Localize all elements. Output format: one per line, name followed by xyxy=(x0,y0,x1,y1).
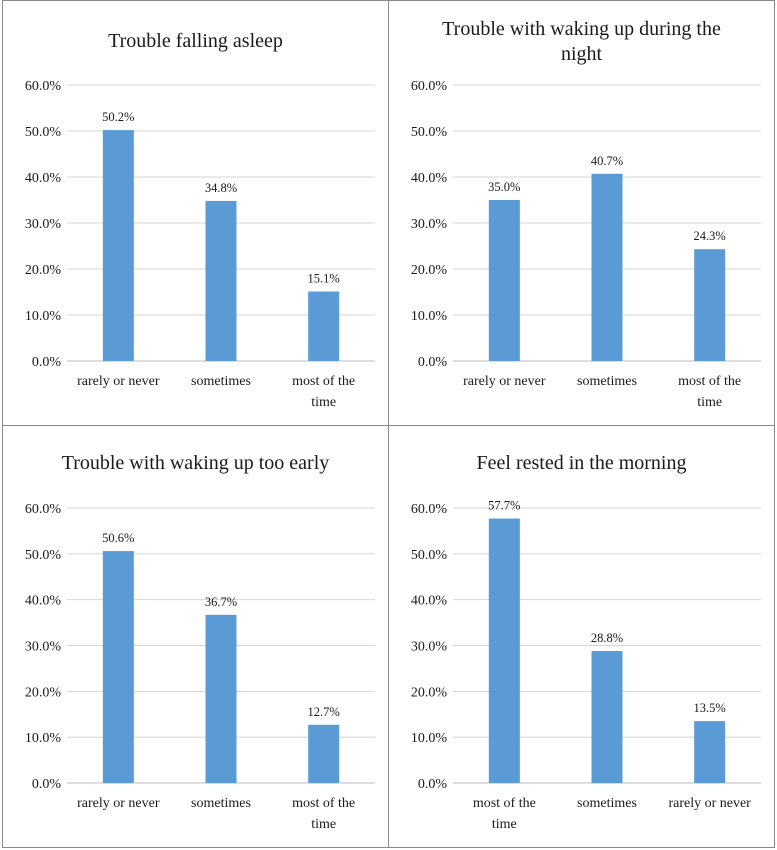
data-label: 36.7% xyxy=(205,595,237,609)
x-category-label: time xyxy=(311,817,336,832)
bar xyxy=(102,130,134,361)
x-category-label: time xyxy=(492,817,517,832)
chart-title: Trouble falling asleep xyxy=(108,30,283,52)
y-tick-label: 60.0% xyxy=(411,502,448,517)
bar xyxy=(205,200,237,361)
data-label: 34.8% xyxy=(205,181,237,195)
bar-chart-svg: Trouble falling asleep 0.0% 10.0% 20.0% 30.0… xyxy=(25,30,375,410)
chart-title: Trouble with waking up during the xyxy=(442,18,721,40)
data-label: 57.7% xyxy=(488,499,520,513)
y-tick-label: 10.0% xyxy=(25,731,62,746)
data-label: 50.6% xyxy=(102,531,134,545)
x-category-label: sometimes xyxy=(577,374,637,389)
x-category-label: most of the xyxy=(292,374,355,389)
y-tick-label: 50.0% xyxy=(411,125,448,140)
y-tick-label: 0.0% xyxy=(32,777,62,792)
data-label: 15.1% xyxy=(308,272,340,286)
y-tick-label: 50.0% xyxy=(411,548,448,563)
bar xyxy=(308,291,340,361)
y-tick-label: 30.0% xyxy=(411,640,448,655)
x-category-label: sometimes xyxy=(577,796,637,811)
bar xyxy=(102,551,134,783)
x-category-label: most of the xyxy=(473,796,536,811)
x-category-label: sometimes xyxy=(191,796,251,811)
y-tick-label: 30.0% xyxy=(25,640,62,655)
data-label: 13.5% xyxy=(694,701,726,715)
y-tick-label: 50.0% xyxy=(25,548,62,563)
bar-chart-svg: Feel rested in the morning 0.0% 10.0% 20.0%… xyxy=(411,452,761,832)
bar xyxy=(591,173,623,361)
y-tick-label: 30.0% xyxy=(411,217,448,232)
bar-chart-svg: Trouble with waking up during the night 0.… xyxy=(411,18,761,410)
y-tick-label: 60.0% xyxy=(25,79,62,94)
y-tick-label: 60.0% xyxy=(25,502,62,517)
data-label: 28.8% xyxy=(591,631,623,645)
bar xyxy=(694,249,726,361)
chart-panel-waking-too-early: Trouble with waking up too early 0.0% 10.0… xyxy=(2,425,389,848)
chart-title: Feel rested in the morning xyxy=(477,452,687,474)
x-category-label: rarely or never xyxy=(463,374,546,389)
x-category-label: sometimes xyxy=(191,374,251,389)
y-tick-label: 30.0% xyxy=(25,217,62,232)
bar-chart-svg: Trouble with waking up too early 0.0% 10.0… xyxy=(25,452,375,832)
data-label: 50.2% xyxy=(102,110,134,124)
y-tick-label: 20.0% xyxy=(411,263,448,278)
y-tick-label: 60.0% xyxy=(411,79,448,94)
chart-title: night xyxy=(561,43,603,65)
chart-panel-waking-during-night: Trouble with waking up during the night 0.… xyxy=(388,0,775,426)
y-tick-label: 40.0% xyxy=(25,594,62,609)
x-category-label: rarely or never xyxy=(77,796,160,811)
y-tick-label: 40.0% xyxy=(411,594,448,609)
x-category-label: time xyxy=(697,395,722,410)
y-tick-label: 20.0% xyxy=(25,263,62,278)
bar xyxy=(205,614,237,783)
x-category-label: rarely or never xyxy=(77,374,160,389)
y-tick-label: 40.0% xyxy=(411,171,448,186)
y-tick-label: 20.0% xyxy=(25,685,62,700)
y-tick-label: 50.0% xyxy=(25,125,62,140)
y-tick-label: 0.0% xyxy=(32,355,62,370)
data-label: 24.3% xyxy=(694,229,726,243)
bar xyxy=(488,518,520,783)
chart-panel-trouble-falling-asleep: Trouble falling asleep 0.0% 10.0% 20.0% 30.0… xyxy=(2,0,389,426)
x-category-label: time xyxy=(311,395,336,410)
bar xyxy=(308,724,340,783)
y-tick-label: 0.0% xyxy=(418,355,448,370)
bar xyxy=(591,651,623,783)
data-label: 40.7% xyxy=(591,154,623,168)
x-category-label: most of the xyxy=(292,796,355,811)
bar xyxy=(488,200,520,361)
bar xyxy=(694,721,726,783)
y-tick-label: 10.0% xyxy=(411,731,448,746)
data-label: 12.7% xyxy=(308,705,340,719)
y-tick-label: 10.0% xyxy=(411,309,448,324)
x-category-label: rarely or never xyxy=(668,796,751,811)
y-tick-label: 20.0% xyxy=(411,685,448,700)
x-category-label: most of the xyxy=(678,374,741,389)
chart-panel-feel-rested: Feel rested in the morning 0.0% 10.0% 20.0%… xyxy=(388,425,775,848)
chart-title: Trouble with waking up too early xyxy=(62,452,330,474)
y-tick-label: 40.0% xyxy=(25,171,62,186)
y-tick-label: 0.0% xyxy=(418,777,448,792)
y-tick-label: 10.0% xyxy=(25,309,62,324)
data-label: 35.0% xyxy=(488,180,520,194)
